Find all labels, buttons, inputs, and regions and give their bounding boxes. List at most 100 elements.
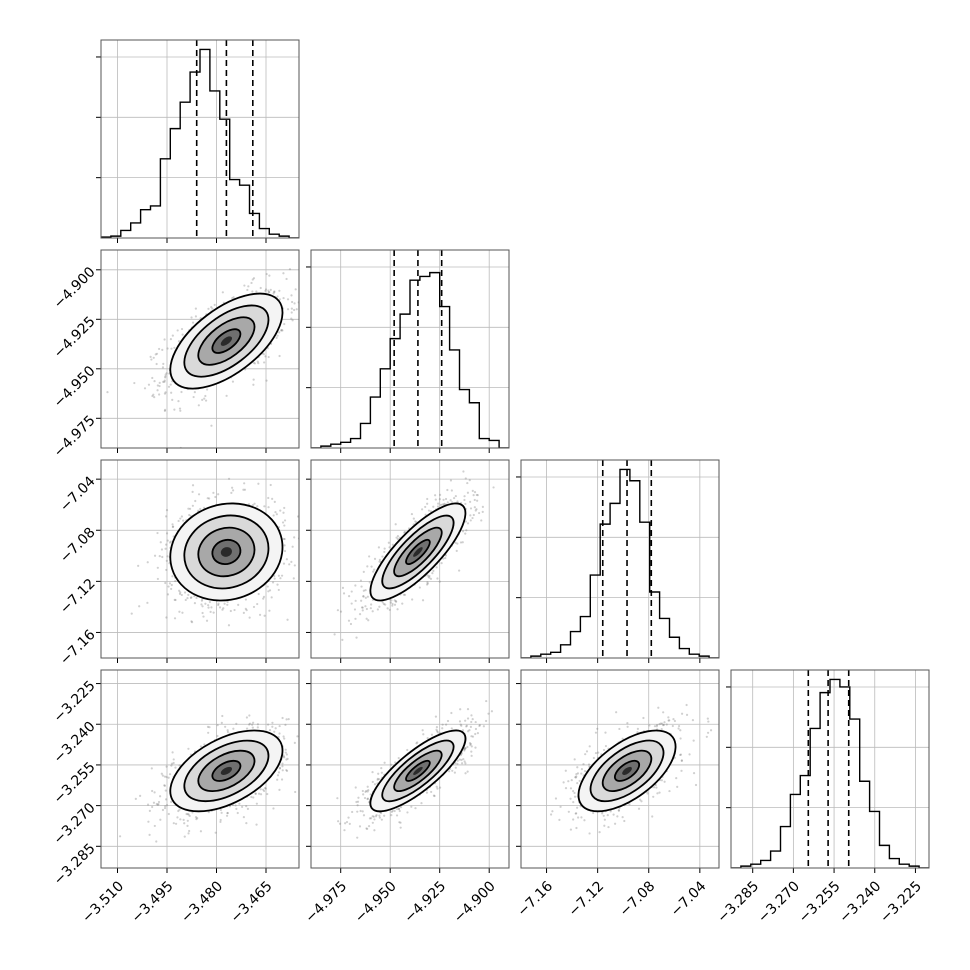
scatter-point: [133, 381, 136, 385]
scatter-point: [177, 340, 181, 343]
scatter-point: [283, 322, 286, 326]
scatter-point: [383, 547, 386, 550]
scatter-point: [250, 795, 253, 799]
scatter-point: [251, 723, 254, 726]
scatter-point: [473, 506, 476, 509]
scatter-point: [187, 593, 190, 596]
scatter-point: [163, 806, 167, 810]
scatter-point: [378, 778, 381, 781]
scatter-point: [449, 499, 452, 502]
scatter-point: [464, 502, 467, 506]
scatter-point: [164, 376, 167, 379]
scatter-point: [153, 380, 156, 383]
scatter-point: [267, 496, 270, 500]
scatter-point: [216, 734, 219, 738]
scatter-point: [163, 379, 166, 382]
scatter-point: [360, 585, 363, 588]
scatter-point: [390, 810, 393, 814]
scatter-point: [429, 510, 433, 513]
scatter-point: [204, 602, 207, 605]
scatter-point: [480, 519, 483, 522]
scatter-point: [369, 607, 372, 610]
scatter-point: [466, 770, 469, 773]
scatter-point: [220, 721, 223, 724]
scatter-point: [155, 362, 158, 366]
scatter-point: [252, 721, 255, 724]
scatter-point: [242, 611, 245, 614]
scatter-point: [208, 497, 211, 500]
scatter-point: [286, 618, 289, 621]
scatter-point: [164, 375, 167, 378]
scatter-point: [165, 765, 168, 768]
scatter-point: [355, 636, 358, 639]
scatter-point: [452, 496, 456, 500]
scatter-point: [246, 288, 249, 292]
scatter-point: [199, 745, 203, 748]
scatter-point: [153, 396, 156, 399]
scatter-point: [266, 585, 269, 588]
scatter-point: [206, 497, 209, 500]
scatter-point: [272, 292, 275, 295]
scatter-point: [401, 602, 404, 605]
scatter-point: [162, 380, 165, 383]
scatter-point: [166, 347, 169, 350]
panel-content: [101, 250, 310, 448]
scatter-point: [255, 802, 258, 805]
scatter-point: [373, 557, 377, 560]
scatter-point: [130, 612, 133, 615]
scatter-point: [284, 723, 287, 726]
scatter-point: [278, 724, 281, 728]
scatter-point: [428, 574, 431, 578]
panel-2-1: [306, 459, 510, 663]
scatter-point: [396, 608, 399, 611]
scatter-point: [371, 610, 374, 613]
scatter-point: [383, 550, 386, 554]
scatter-point: [390, 599, 393, 602]
scatter-point: [476, 499, 479, 502]
scatter-point: [219, 808, 222, 812]
scatter-point: [307, 313, 309, 315]
contour-line-1: [197, 316, 256, 366]
scatter-point: [341, 638, 344, 641]
scatter-point: [293, 741, 296, 744]
scatter-point: [283, 537, 286, 541]
scatter-point: [159, 541, 162, 544]
scatter-point: [478, 724, 481, 728]
scatter-point: [300, 567, 302, 569]
scatter-point: [268, 274, 271, 277]
scatter-point: [426, 581, 429, 584]
scatter-point: [150, 358, 153, 361]
scatter-point: [197, 404, 200, 407]
scatter-point: [271, 725, 274, 728]
scatter-point: [195, 596, 198, 600]
scatter-point: [284, 751, 287, 754]
scatter-point: [264, 787, 267, 790]
scatter-point: [166, 593, 170, 596]
scatter-point: [283, 524, 286, 527]
scatter-point: [200, 599, 204, 602]
scatter-point: [171, 751, 174, 754]
scatter-point: [192, 395, 195, 399]
scatter-point: [194, 816, 198, 819]
scatter-point: [246, 807, 250, 810]
scatter-point: [163, 409, 166, 412]
scatter-point: [271, 581, 275, 584]
y-tick-label: −7.04: [57, 473, 99, 515]
scatter-point: [406, 811, 409, 814]
scatter-point: [312, 728, 314, 730]
scatter-point: [270, 596, 273, 599]
scatter-point: [256, 726, 259, 729]
scatter-point: [360, 606, 364, 609]
scatter-point: [473, 491, 477, 494]
scatter-point: [148, 809, 151, 812]
scatter-point: [308, 321, 310, 323]
scatter-point: [347, 594, 351, 598]
scatter-point: [283, 549, 287, 553]
scatter-point: [274, 511, 277, 514]
scatter-point: [178, 764, 181, 767]
scatter-point: [202, 615, 205, 618]
scatter-point: [421, 599, 425, 602]
scatter-point: [146, 601, 149, 604]
scatter-point: [291, 319, 294, 322]
scatter-point: [378, 605, 381, 608]
